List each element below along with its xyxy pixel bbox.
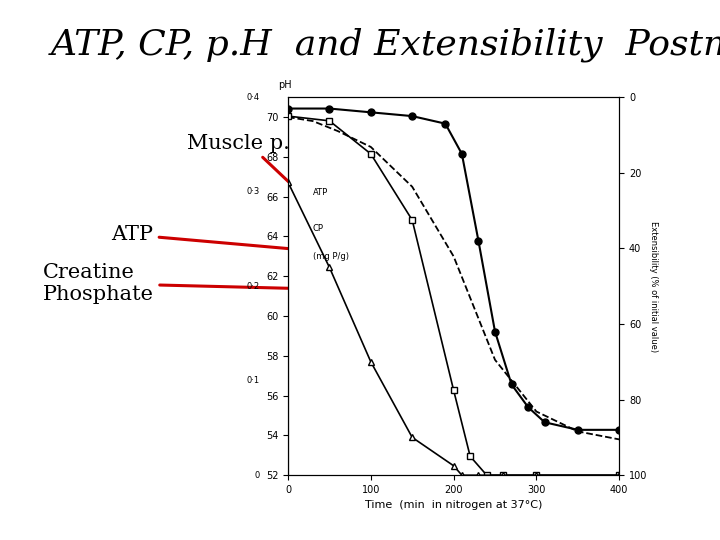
Y-axis label: Extensibility (% of initial value): Extensibility (% of initial value): [649, 221, 658, 352]
Text: ATP, CP, p.H  and Extensibility  Postmortem: ATP, CP, p.H and Extensibility Postmorte…: [50, 27, 720, 62]
Text: 0·3: 0·3: [246, 187, 260, 196]
X-axis label: Time  (min  in nitrogen at 37°C): Time (min in nitrogen at 37°C): [365, 501, 542, 510]
Text: Creatine
Phosphate: Creatine Phosphate: [43, 263, 307, 304]
Text: 0: 0: [255, 471, 260, 480]
Text: ATP: ATP: [313, 188, 328, 197]
Text: Muscle
Extensibility: Muscle Extensibility: [455, 112, 612, 204]
Text: 0·2: 0·2: [247, 282, 260, 291]
Text: 0·4: 0·4: [247, 93, 260, 102]
Text: Muscle p.H: Muscle p.H: [187, 133, 323, 214]
Text: CP: CP: [313, 224, 324, 233]
Text: (mg P/g): (mg P/g): [313, 252, 349, 261]
Text: pH: pH: [278, 79, 292, 90]
Text: ATP: ATP: [112, 225, 310, 254]
Text: 0·1: 0·1: [247, 376, 260, 385]
